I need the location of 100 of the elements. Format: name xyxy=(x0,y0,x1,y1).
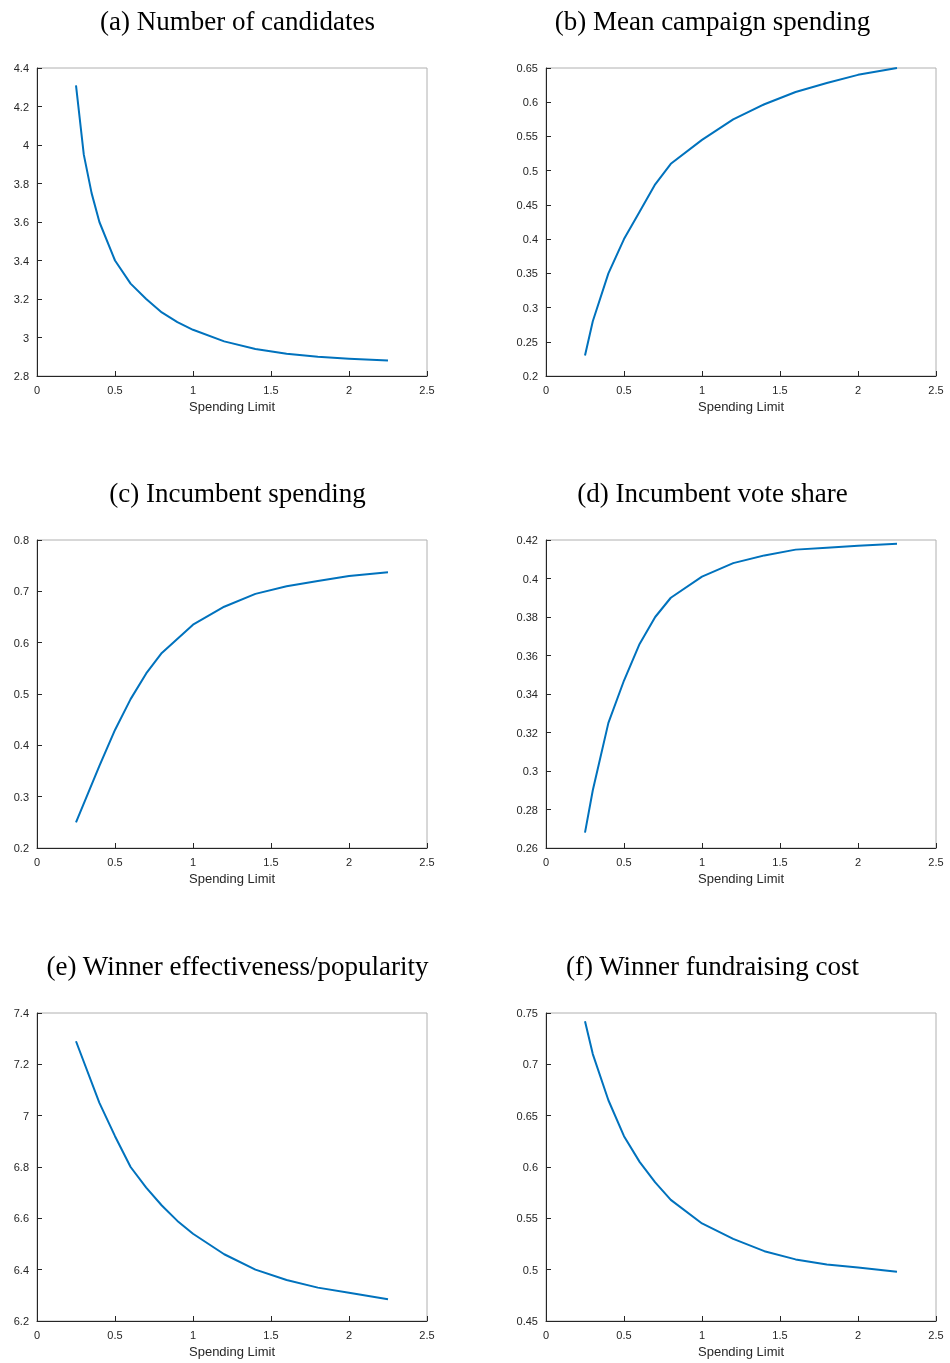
x-tick-label: 2 xyxy=(345,855,353,868)
y-tick-label: 0.35 xyxy=(516,267,538,280)
x-tick-label: 1.5 xyxy=(263,383,279,396)
x-tick-label: 0.5 xyxy=(616,383,632,396)
y-tick-label: 3.8 xyxy=(13,177,29,190)
y-tick-label: 7.4 xyxy=(13,1007,29,1019)
y-tick-label: 0.6 xyxy=(522,96,538,109)
x-tick-label: 0 xyxy=(542,383,550,396)
y-tick-label: 6.2 xyxy=(13,1315,29,1327)
chart-title: (b) Mean campaign spending xyxy=(554,5,871,36)
x-tick-label: 1.5 xyxy=(772,383,788,396)
y-tick-label: 0.8 xyxy=(13,534,29,546)
x-tick-label: 1 xyxy=(698,1328,706,1341)
chart-title: (a) Number of candidates xyxy=(99,5,376,36)
x-tick-label: 2 xyxy=(854,383,862,396)
y-tick-label: 0.4 xyxy=(13,739,29,752)
x-axis-title: Spending Limit xyxy=(698,1344,785,1359)
chart-title: (d) Incumbent vote share xyxy=(577,477,848,508)
y-tick-label: 7 xyxy=(22,1109,29,1122)
y-tick-label: 0.4 xyxy=(522,233,538,246)
y-tick-label: 4.2 xyxy=(13,100,29,113)
x-axis-title: Spending Limit xyxy=(698,399,785,414)
x-tick-label: 2.5 xyxy=(928,383,944,396)
y-tick-label: 0.75 xyxy=(516,1007,538,1019)
y-tick-label: 0.65 xyxy=(516,1109,538,1122)
x-tick-label: 0 xyxy=(33,383,41,396)
x-tick-label: 2.5 xyxy=(928,1328,944,1341)
y-tick-label: 0.2 xyxy=(522,370,538,382)
x-axis-title: Spending Limit xyxy=(189,399,276,414)
y-tick-label: 4 xyxy=(22,139,29,151)
x-tick-label: 0.5 xyxy=(107,1328,123,1341)
y-tick-label: 0.45 xyxy=(516,198,538,211)
y-tick-label: 0.5 xyxy=(13,688,29,700)
x-tick-label: 2 xyxy=(345,1328,353,1341)
x-tick-label: 2 xyxy=(854,855,862,868)
y-tick-label: 0.28 xyxy=(516,803,538,816)
chart-title: (f) Winner fundraising cost xyxy=(565,950,860,981)
y-tick-label: 0.55 xyxy=(516,130,538,143)
y-tick-label: 6.8 xyxy=(13,1161,29,1173)
y-tick-label: 3.4 xyxy=(13,254,29,267)
x-tick-label: 1 xyxy=(189,855,197,868)
y-tick-label: 0.2 xyxy=(13,842,29,854)
y-tick-label: 0.45 xyxy=(516,1315,538,1327)
x-tick-label: 0.5 xyxy=(616,855,632,868)
y-tick-label: 0.25 xyxy=(516,335,538,348)
chart-title: (c) Incumbent spending xyxy=(109,477,366,508)
x-tick-label: 0 xyxy=(33,1328,41,1341)
x-tick-label: 2.5 xyxy=(928,855,944,868)
y-tick-label: 2.8 xyxy=(13,370,29,382)
y-tick-label: 0.5 xyxy=(522,1263,538,1276)
x-tick-label: 0.5 xyxy=(107,855,123,868)
x-axis-title: Spending Limit xyxy=(698,871,785,886)
y-tick-label: 0.7 xyxy=(13,585,29,598)
line-series xyxy=(584,67,898,357)
x-tick-label: 1.5 xyxy=(772,855,788,868)
x-tick-label: 2 xyxy=(854,1328,862,1341)
y-tick-label: 0.65 xyxy=(516,62,538,74)
x-tick-label: 0.5 xyxy=(616,1328,632,1341)
y-tick-label: 0.7 xyxy=(522,1058,538,1071)
line-series xyxy=(584,542,898,834)
y-tick-label: 0.34 xyxy=(516,688,538,700)
y-tick-label: 0.3 xyxy=(522,765,538,777)
x-tick-label: 2.5 xyxy=(419,1328,435,1341)
y-tick-label: 0.32 xyxy=(516,726,538,739)
x-tick-label: 2.5 xyxy=(419,855,435,868)
y-tick-label: 3.2 xyxy=(13,293,29,305)
x-tick-label: 1.5 xyxy=(263,855,279,868)
x-tick-label: 1 xyxy=(698,383,706,396)
y-tick-label: 0.26 xyxy=(516,842,538,854)
x-tick-label: 1.5 xyxy=(263,1328,279,1341)
x-tick-label: 0.5 xyxy=(107,383,123,396)
y-tick-label: 7.2 xyxy=(13,1058,29,1071)
line-series xyxy=(75,571,389,824)
y-tick-label: 0.6 xyxy=(522,1161,538,1173)
x-tick-label: 1 xyxy=(189,1328,197,1341)
y-tick-label: 4.4 xyxy=(13,62,29,74)
y-tick-label: 0.5 xyxy=(522,164,538,177)
y-tick-label: 0.55 xyxy=(516,1212,538,1225)
x-tick-label: 2.5 xyxy=(419,383,435,396)
y-tick-label: 3 xyxy=(22,331,29,344)
x-tick-label: 0 xyxy=(542,1328,550,1341)
chart-title: (e) Winner effectiveness/popularity xyxy=(46,950,429,981)
x-tick-label: 0 xyxy=(542,855,550,868)
y-tick-label: 0.36 xyxy=(516,649,538,662)
y-tick-label: 0.6 xyxy=(13,636,29,649)
x-tick-label: 1 xyxy=(698,855,706,868)
x-axis-title: Spending Limit xyxy=(189,871,276,886)
y-tick-label: 0.3 xyxy=(13,790,29,803)
x-axis-title: Spending Limit xyxy=(189,1344,276,1359)
x-tick-label: 2 xyxy=(345,383,353,396)
x-tick-label: 1 xyxy=(189,383,197,396)
y-tick-label: 6.4 xyxy=(13,1263,29,1276)
y-tick-label: 0.42 xyxy=(516,534,538,546)
x-tick-label: 1.5 xyxy=(772,1328,788,1341)
y-tick-label: 0.3 xyxy=(522,301,538,314)
y-tick-label: 3.6 xyxy=(13,216,29,228)
line-series xyxy=(75,84,389,362)
line-series xyxy=(584,1020,898,1273)
y-tick-label: 0.38 xyxy=(516,611,538,623)
y-tick-label: 0.4 xyxy=(522,572,538,585)
